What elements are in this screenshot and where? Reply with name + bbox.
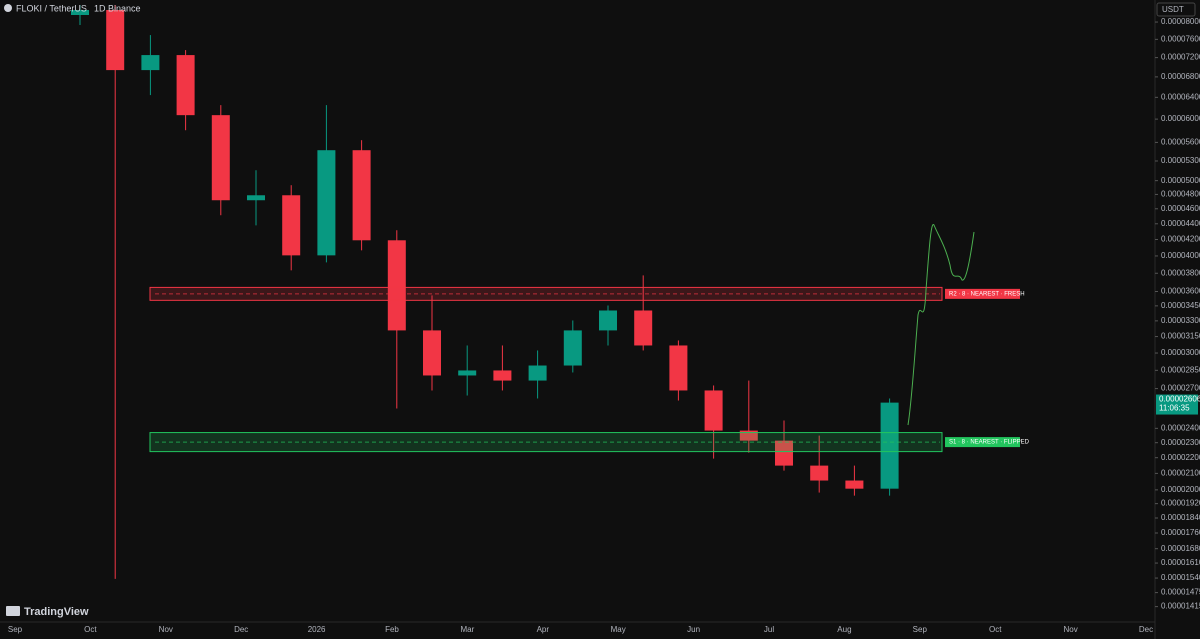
y-tick-label: 0.00004400 — [1161, 219, 1200, 228]
y-tick-label: 0.00008000 — [1161, 17, 1200, 26]
candle-body — [352, 150, 371, 241]
candle-body — [423, 330, 441, 376]
y-tick-label: 0.00001415 — [1161, 602, 1200, 611]
x-tick-label: Sep — [913, 625, 928, 634]
plot — [71, 5, 943, 579]
brand: TradingView — [24, 606, 89, 618]
x-tick-label: Aug — [837, 625, 851, 634]
candle-body — [211, 115, 230, 201]
y-tick-label: 0.00003450 — [1161, 301, 1200, 310]
candle-body — [669, 345, 688, 391]
x-tick-label: Jul — [764, 625, 774, 634]
y-tick-label: 0.00005000 — [1161, 176, 1200, 185]
candle-body — [247, 195, 265, 201]
y-tick-label: 0.00003000 — [1161, 348, 1200, 357]
y-tick-label: 0.00007600 — [1161, 34, 1200, 43]
countdown: 11:06:35 — [1159, 404, 1190, 413]
y-tick-label: 0.00001920 — [1161, 499, 1200, 508]
x-tick-label: Nov — [1063, 625, 1077, 634]
zone — [149, 286, 943, 301]
y-tick-label: 0.00001540 — [1161, 573, 1200, 582]
y-tick-label: 0.00002300 — [1161, 438, 1200, 447]
last-price-box — [1156, 394, 1198, 415]
candle-body — [739, 430, 758, 441]
x-tick-label: Sep — [8, 625, 23, 634]
y-tick-label: 0.00002100 — [1161, 469, 1200, 478]
exchange[interactable]: Binance — [108, 3, 141, 13]
x-tick-label: Apr — [537, 625, 550, 634]
y-tick-label: 0.00002850 — [1161, 365, 1200, 374]
candle-body — [528, 365, 547, 381]
y-tick-label: 0.00002700 — [1161, 384, 1200, 393]
y-tick-label: 0.00001610 — [1161, 558, 1200, 567]
candle-body — [106, 9, 125, 71]
symbol-icon — [4, 4, 12, 12]
y-tick-label: 0.00006800 — [1161, 72, 1200, 81]
candle-body — [141, 55, 160, 71]
y-tick-label: 0.00001760 — [1161, 528, 1200, 537]
x-tick-label: Dec — [234, 625, 248, 634]
candle-body — [880, 402, 899, 489]
y-tick-label: 0.00004000 — [1161, 251, 1200, 260]
candle-body — [845, 480, 864, 489]
zone-label-box — [945, 437, 1020, 448]
x-tick-label: 2026 — [308, 625, 326, 634]
candle-body — [599, 310, 617, 331]
candle-body — [282, 195, 301, 256]
y-tick-label: 0.00004600 — [1161, 204, 1200, 213]
y-tick-label: 0.00005300 — [1161, 156, 1200, 165]
candle-body — [317, 150, 336, 256]
y-tick-label: 0.00003600 — [1161, 287, 1200, 296]
symbol[interactable]: FLOKI / TetherUS — [16, 3, 87, 13]
y-tick-label: 0.00003300 — [1161, 316, 1200, 325]
y-tick-label: 0.00003150 — [1161, 332, 1200, 341]
zone-label: R2 · 8 · NEAREST · FRESH — [949, 291, 1025, 297]
candle-body — [458, 370, 477, 376]
y-tick-label: 0.00002400 — [1161, 423, 1200, 432]
x-tick-label: Feb — [385, 625, 399, 634]
x-tick-label: Jun — [687, 625, 700, 634]
zone — [149, 432, 943, 453]
candle-body — [775, 440, 793, 466]
y-tick-label: 0.00001840 — [1161, 513, 1200, 522]
interval[interactable]: 1D — [94, 3, 106, 13]
y-tick-label: 0.00004800 — [1161, 190, 1200, 199]
candle-body — [634, 310, 653, 346]
candle-body — [704, 390, 723, 431]
y-tick-label: 0.00006400 — [1161, 92, 1200, 101]
y-tick-label: 0.00007200 — [1161, 53, 1200, 62]
candle-body — [387, 240, 406, 331]
currency[interactable]: USDT — [1162, 5, 1184, 14]
y-tick-label: 0.00004200 — [1161, 235, 1200, 244]
x-tick-label: Dec — [1139, 625, 1153, 634]
zone-label: S1 · 8 · NEAREST · FLIPPED — [949, 440, 1030, 446]
last-price: 0.00002606 — [1159, 395, 1200, 404]
y-tick-label: 0.00005600 — [1161, 138, 1200, 147]
forecast-path — [907, 224, 975, 426]
currency-box[interactable] — [1156, 2, 1196, 17]
x-tick-label: Oct — [84, 625, 97, 634]
x-tick-label: Nov — [159, 625, 173, 634]
zone-label-box — [945, 288, 1020, 299]
y-tick-label: 0.00003800 — [1161, 268, 1200, 277]
candle-body — [563, 330, 582, 366]
y-tick-label: 0.00002000 — [1161, 485, 1200, 494]
y-tick-label: 0.00002200 — [1161, 453, 1200, 462]
candle-body — [71, 9, 89, 15]
candle-body — [176, 55, 195, 116]
x-tick-label: Mar — [461, 625, 475, 634]
x-tick-label: May — [611, 625, 626, 634]
y-tick-label: 0.00001475 — [1161, 588, 1200, 597]
y-tick-label: 0.00006000 — [1161, 114, 1200, 123]
y-tick-label: 0.00001680 — [1161, 544, 1200, 553]
candle-body — [810, 465, 829, 481]
brand-logo — [6, 606, 20, 616]
candle-body — [493, 370, 512, 381]
x-tick-label: Oct — [989, 625, 1002, 634]
